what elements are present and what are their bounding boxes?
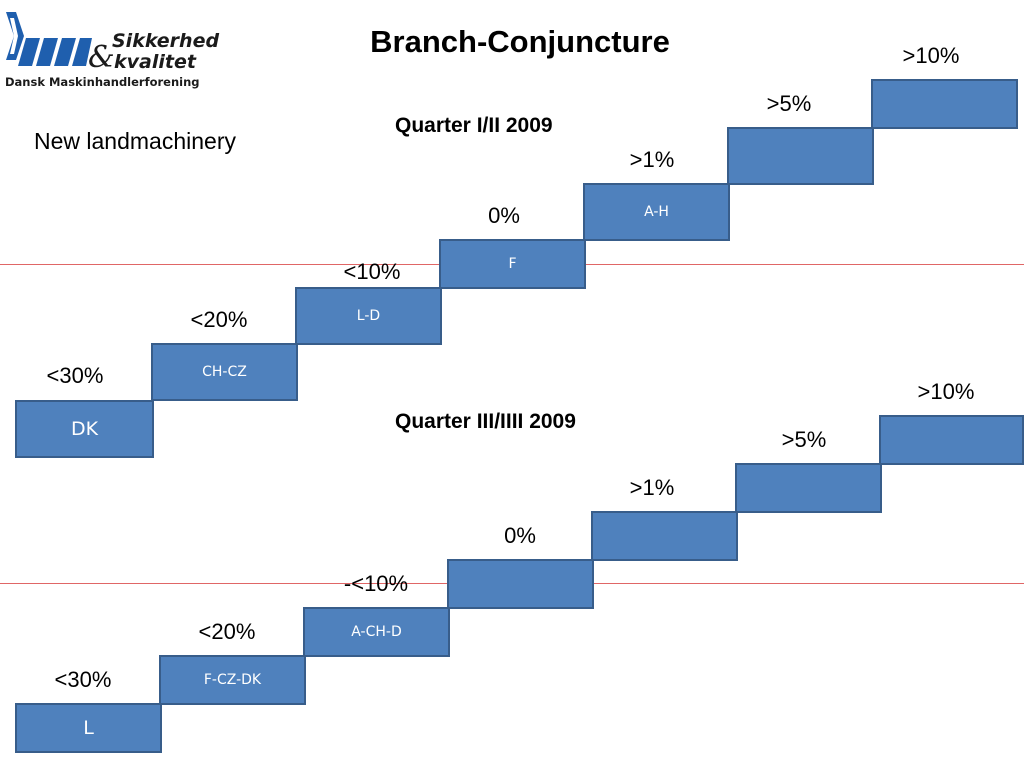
percent-label-q1-2: <20% <box>190 307 248 332</box>
page-subtitle: New landmachinery <box>34 128 236 154</box>
percent-label-q1-1: <30% <box>46 363 104 388</box>
step-q2-6 <box>735 463 882 513</box>
logo-text-line2: kvalitet <box>114 51 196 73</box>
percent-label-q1-3: <10% <box>343 259 401 284</box>
step-q2-5 <box>591 511 738 561</box>
percent-label-q2-2: <20% <box>198 619 256 644</box>
logo-ampersand: & <box>88 40 115 75</box>
step-q2-3: A-CH-D <box>303 607 450 657</box>
percent-label-q1-7: >10% <box>902 43 960 68</box>
logo-text-line1: Sikkerhed <box>112 30 220 52</box>
step-q1-2: CH-CZ <box>151 343 298 401</box>
page-title: Branch-Conjuncture <box>370 24 670 59</box>
step-q2-4 <box>447 559 594 609</box>
percent-label-q2-6: >5% <box>781 427 827 452</box>
percent-label-q2-3: -<10% <box>343 571 409 596</box>
step-q1-3: L-D <box>295 287 442 345</box>
step-q1-4: F <box>439 239 586 289</box>
percent-label-q2-1: <30% <box>54 667 112 692</box>
percent-label-q2-4: 0% <box>504 523 536 548</box>
step-q1-6 <box>727 127 874 185</box>
step-q1-5: A-H <box>583 183 730 241</box>
step-q1-1: DK <box>15 400 154 458</box>
percent-label-q1-5: >1% <box>629 147 675 172</box>
quarter-title-2: Quarter III/IIII 2009 <box>395 410 576 433</box>
step-q2-1: L <box>15 703 162 753</box>
logo-organization: Dansk Maskinhandlerforening <box>5 75 200 89</box>
percent-label-q2-5: >1% <box>629 475 675 500</box>
logo: Sikkerhed & kvalitet Dansk Maskinhandler… <box>2 8 219 90</box>
quarter-title-1: Quarter I/II 2009 <box>395 114 553 137</box>
step-q2-7 <box>879 415 1024 465</box>
step-q1-7 <box>871 79 1018 129</box>
percent-label-q1-6: >5% <box>766 91 812 116</box>
logo-stripes-icon <box>6 12 92 66</box>
percent-label-q1-4: 0% <box>488 203 520 228</box>
step-q2-2: F-CZ-DK <box>159 655 306 705</box>
percent-label-q2-7: >10% <box>917 379 975 404</box>
